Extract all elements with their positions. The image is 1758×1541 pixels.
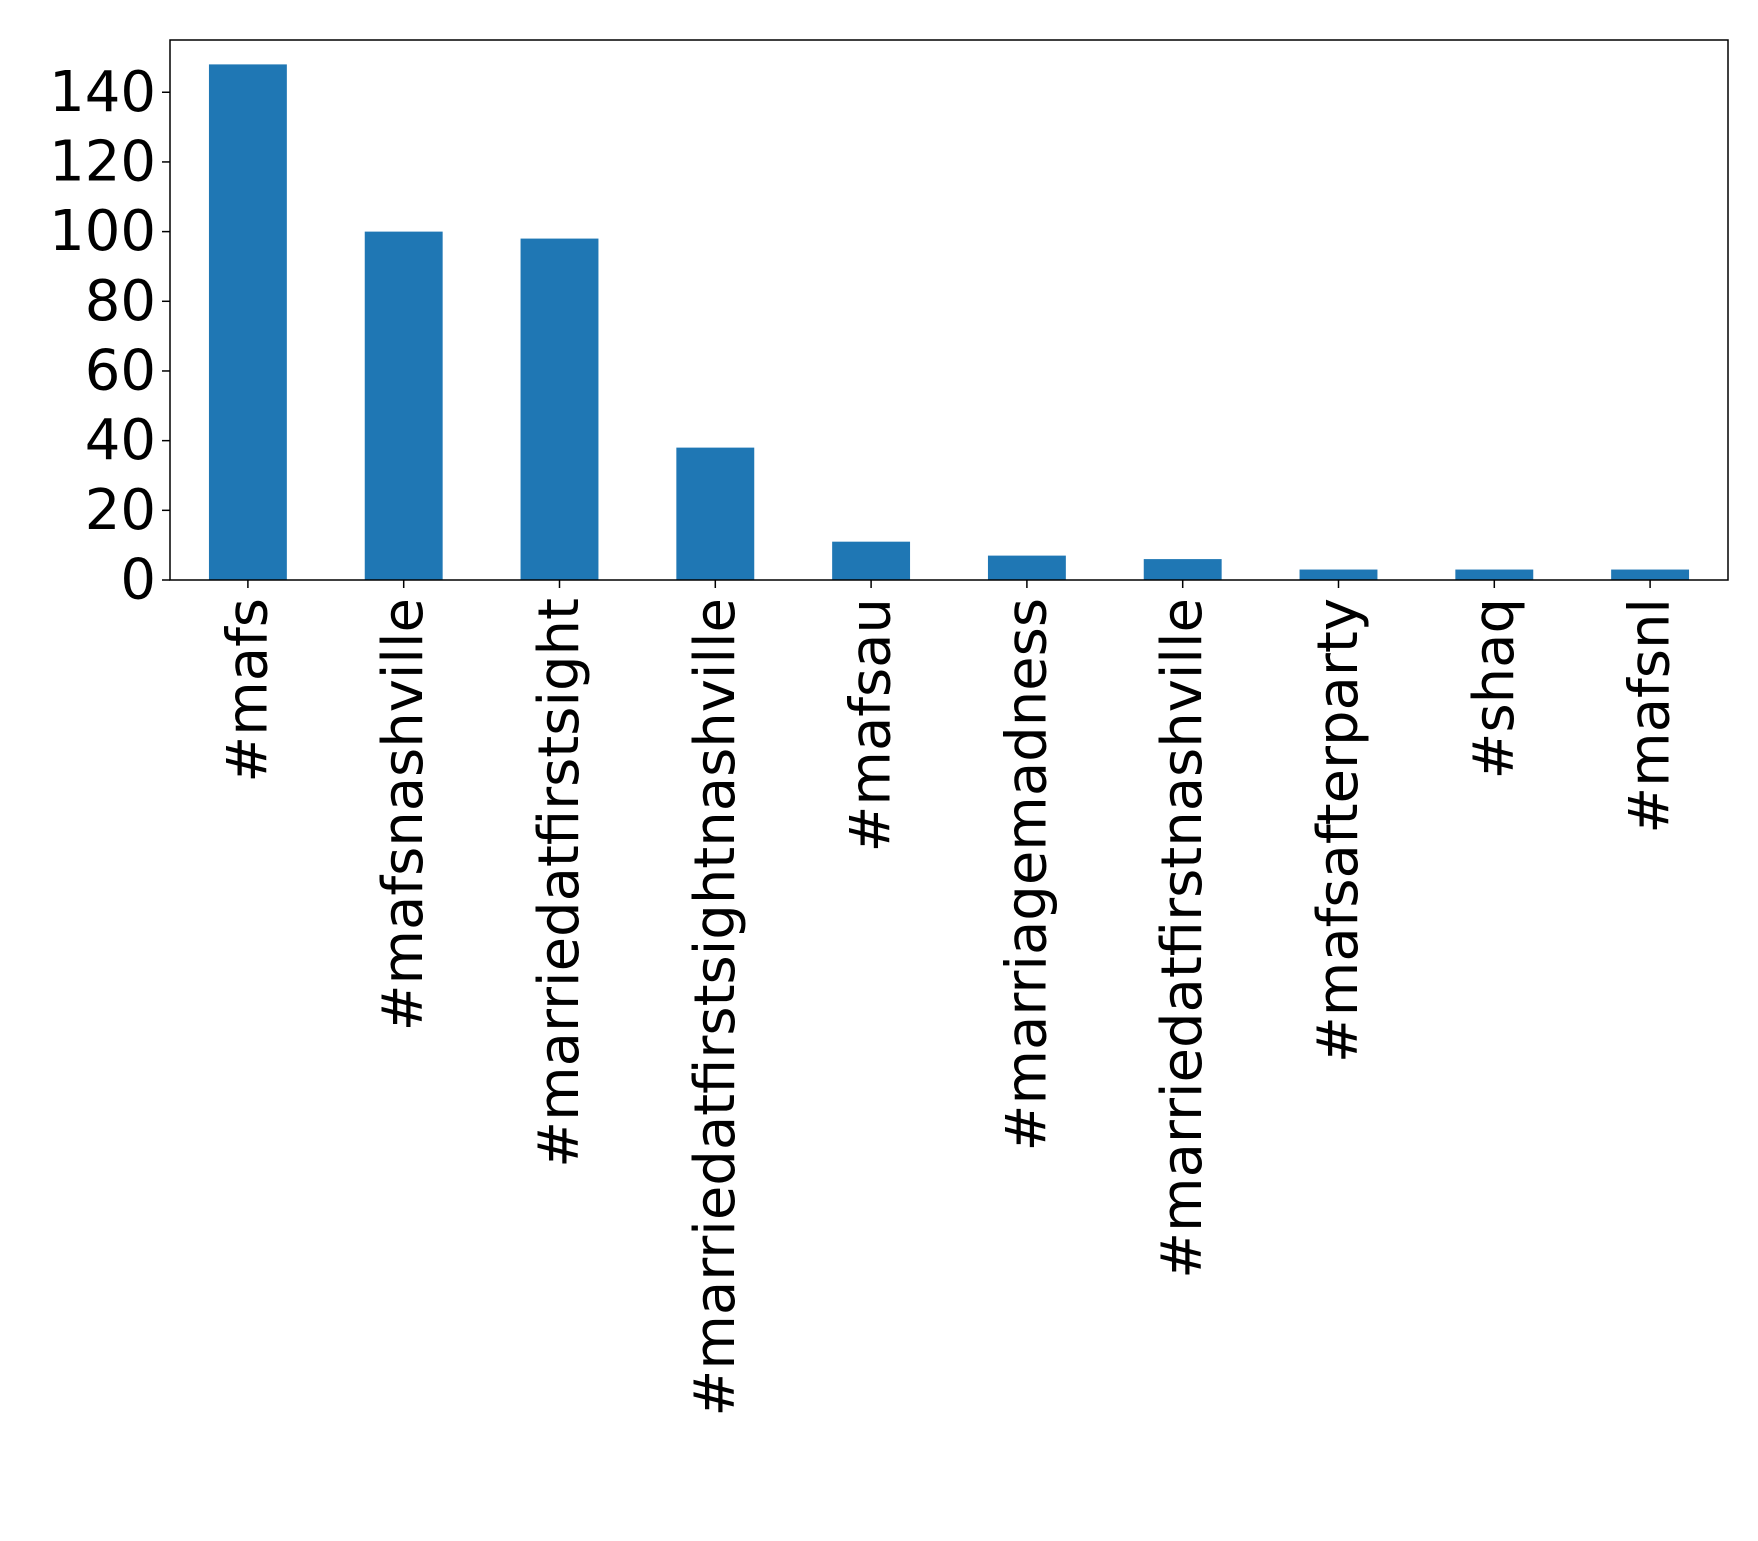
y-tick-label: 80 — [85, 269, 156, 334]
bar-marriagemadness — [987, 555, 1066, 580]
bar-mafs — [208, 64, 287, 581]
x-axis: #mafs #mafsnashville #marriedatfirstsight #… — [215, 580, 1683, 1417]
bar-mafsnashville — [364, 231, 443, 580]
x-tick-label: #marriedatfirstnashville — [1150, 598, 1215, 1279]
bar-marriedatfirstsight — [520, 238, 599, 581]
bars-layer — [208, 64, 1690, 581]
x-tick-label: #mafsnl — [1618, 598, 1683, 834]
plot-frame — [169, 39, 1729, 581]
x-tick-label: #mafsafterparty — [1306, 598, 1371, 1063]
x-tick-label: #marriedatfirstsight — [527, 598, 592, 1168]
x-tick-label: #marriedatfirstsightnashville — [683, 598, 748, 1417]
x-tick-label: #mafsnashville — [371, 598, 436, 1031]
bar-shaq — [1455, 569, 1534, 580]
y-tick-label: 0 — [120, 548, 156, 613]
bar-mafsau — [832, 541, 911, 580]
bar-mafsnl — [1611, 569, 1690, 580]
y-tick-label: 20 — [85, 478, 156, 543]
y-tick-label: 120 — [49, 129, 156, 194]
y-tick-label: 60 — [85, 338, 156, 403]
bar-marriedatfirstsightnashville — [676, 447, 755, 580]
bar-marriedatfirstnashville — [1143, 559, 1222, 580]
x-tick-label: #shaq — [1462, 598, 1527, 779]
x-tick-label: #marriagemadness — [994, 598, 1059, 1151]
x-tick-label: #mafsau — [839, 598, 904, 853]
y-tick-label: 140 — [49, 60, 156, 125]
y-tick-label: 100 — [49, 199, 156, 264]
y-tick-label: 40 — [85, 408, 156, 473]
x-tick-label: #mafs — [215, 598, 280, 783]
bar-mafsafterparty — [1299, 569, 1378, 580]
